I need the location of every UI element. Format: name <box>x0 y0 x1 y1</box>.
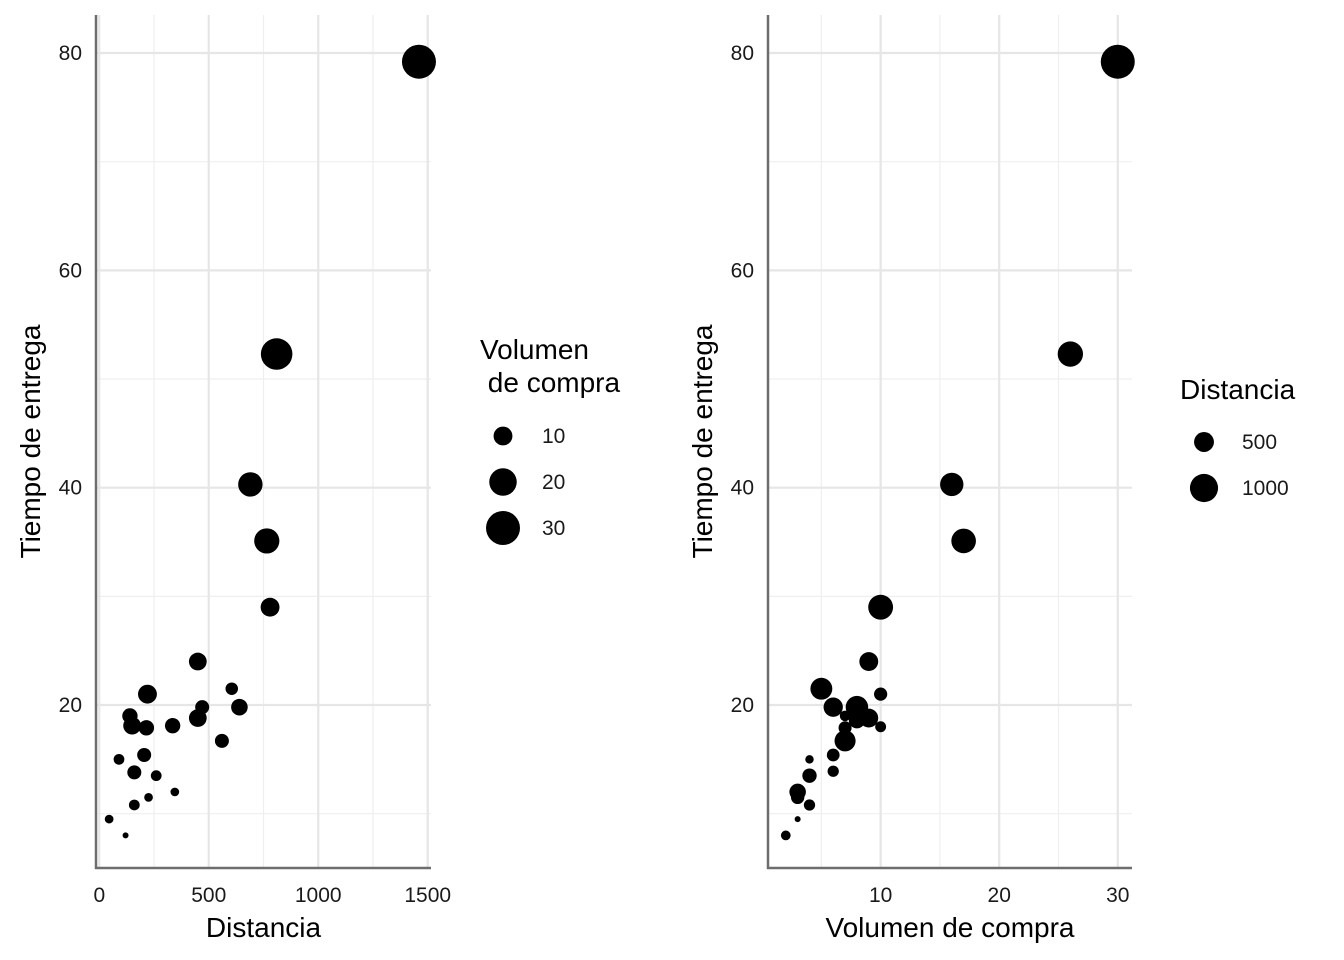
legend-key <box>1194 432 1214 452</box>
data-point <box>859 652 879 671</box>
x-axis-title: Volumen de compra <box>825 912 1074 943</box>
data-point <box>150 770 162 782</box>
legend-key <box>1189 473 1219 503</box>
legend-key <box>489 468 517 496</box>
data-point <box>122 832 129 839</box>
legend-label: 1000 <box>1242 477 1289 500</box>
y-tick-label: 20 <box>731 694 754 717</box>
data-point <box>848 712 866 729</box>
legend-title: Volumen <box>480 334 589 365</box>
data-point <box>231 698 248 716</box>
data-point <box>138 684 157 704</box>
data-point <box>1057 341 1084 367</box>
data-point <box>104 814 114 824</box>
x-tick-label: 1500 <box>404 884 451 907</box>
y-tick-label: 80 <box>731 42 754 65</box>
legend-title: de compra <box>480 367 620 398</box>
y-tick-label: 20 <box>59 694 82 717</box>
data-point <box>803 799 816 811</box>
data-point <box>260 597 280 617</box>
data-point <box>780 830 791 841</box>
data-point <box>951 528 976 554</box>
data-point <box>802 768 817 783</box>
panel-distancia: 0 500 1000 1500 20 40 60 80 Distancia Tiempo de e… <box>15 15 620 943</box>
y-tick-label: 40 <box>59 477 82 500</box>
data-point <box>113 753 125 765</box>
y-tick-label: 60 <box>731 259 754 282</box>
data-point <box>128 799 140 811</box>
data-point <box>1100 44 1135 79</box>
data-point <box>123 716 142 735</box>
x-tick-label: 500 <box>191 884 226 907</box>
data-point <box>188 709 207 727</box>
legend-label: 20 <box>542 471 565 494</box>
y-tick-label: 40 <box>731 477 754 500</box>
y-tick-label: 80 <box>59 42 82 65</box>
x-tick-label: 20 <box>988 884 1011 907</box>
data-point <box>827 765 839 777</box>
data-point <box>254 528 280 554</box>
data-point <box>401 44 436 79</box>
x-tick-label: 0 <box>93 884 105 907</box>
data-point <box>810 677 833 700</box>
data-point <box>214 733 229 748</box>
data-point <box>823 697 843 717</box>
y-axis-title: Tiempo de entrega <box>687 324 718 558</box>
data-point <box>260 338 293 370</box>
legend-title: Distancia <box>1180 374 1296 405</box>
data-point <box>170 787 180 797</box>
legend-key <box>486 511 520 545</box>
y-axis-title: Tiempo de entrega <box>15 324 46 558</box>
data-point <box>127 765 142 780</box>
x-axis-title: Distancia <box>206 912 322 943</box>
data-point <box>137 747 152 762</box>
data-point <box>874 687 888 701</box>
data-point <box>790 790 805 805</box>
data-point <box>834 730 856 752</box>
x-tick-label: 1000 <box>295 884 342 907</box>
data-point <box>805 755 814 764</box>
data-point <box>188 652 207 671</box>
y-tick-label: 60 <box>59 259 82 282</box>
data-point <box>868 594 894 620</box>
data-point <box>164 717 181 734</box>
data-point <box>225 682 238 695</box>
legend-label: 500 <box>1242 431 1277 454</box>
data-point <box>144 793 153 802</box>
legend-key <box>493 426 513 446</box>
data-point <box>238 472 263 497</box>
data-point <box>940 472 964 497</box>
x-tick-label: 30 <box>1106 884 1129 907</box>
data-point <box>839 710 851 722</box>
data-point <box>138 720 155 736</box>
panel-volumen: 10 20 30 20 40 60 80 Volumen de compra Tiempo de… <box>687 15 1296 943</box>
x-tick-label: 10 <box>869 884 892 907</box>
legend-label: 30 <box>542 517 565 540</box>
data-point <box>794 816 801 823</box>
legend-label: 10 <box>542 425 565 448</box>
data-point <box>826 748 840 762</box>
data-point <box>875 721 887 733</box>
